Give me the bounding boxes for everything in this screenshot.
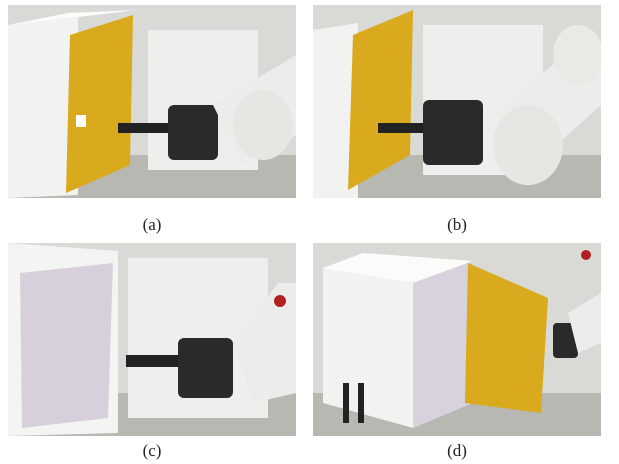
caption: (a) xyxy=(143,215,162,234)
figure: (a) (b) (c) (d) xyxy=(0,0,619,464)
caption: (c) xyxy=(143,441,162,460)
photo-c xyxy=(8,243,296,436)
photo-b xyxy=(313,5,603,198)
caption: (b) xyxy=(447,215,467,234)
photo-a xyxy=(8,5,296,198)
photo-d xyxy=(313,243,601,436)
caption: (d) xyxy=(447,441,467,460)
